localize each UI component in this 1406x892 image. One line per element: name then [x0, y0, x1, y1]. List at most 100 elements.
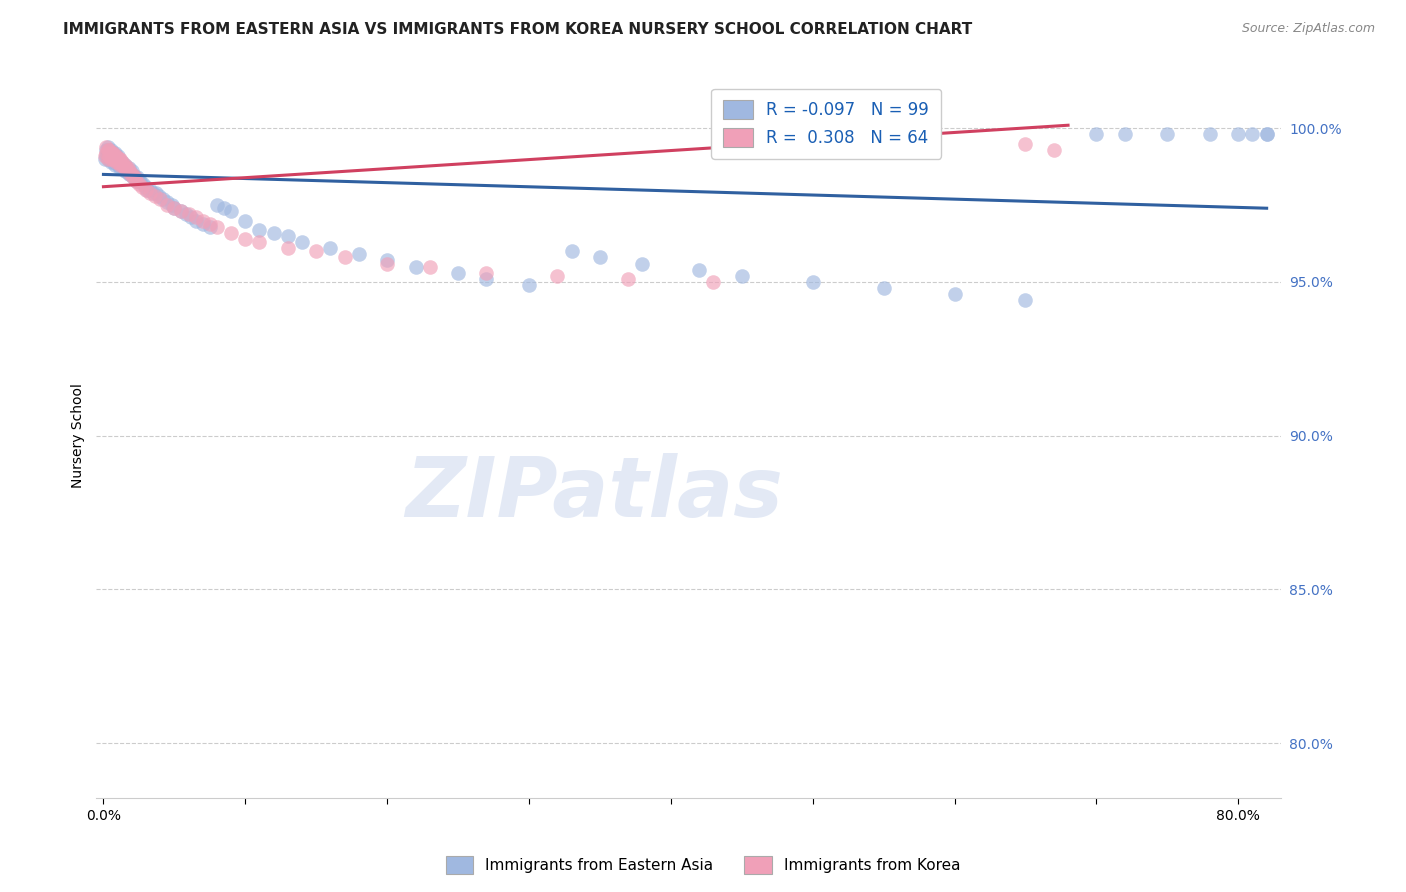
Point [333, 251, 356, 265]
Point [111, 158, 134, 172]
Point [103, 145, 125, 160]
Point [112, 158, 135, 172]
Point [122, 170, 145, 185]
Point [517, 278, 540, 293]
Point [97, 143, 120, 157]
Point [114, 164, 136, 178]
Point [118, 164, 141, 178]
Point [801, 275, 824, 289]
Point [177, 207, 200, 221]
Point [589, 251, 612, 265]
Point [184, 213, 207, 227]
Point [145, 186, 167, 200]
Point [114, 158, 136, 172]
Point [191, 213, 214, 227]
Point [115, 161, 138, 176]
Point [117, 161, 139, 176]
Point [101, 152, 124, 166]
Point [1241, 128, 1264, 142]
Text: IMMIGRANTS FROM EASTERN ASIA VS IMMIGRANTS FROM KOREA NURSERY SCHOOL CORRELATION: IMMIGRANTS FROM EASTERN ASIA VS IMMIGRAN… [63, 22, 973, 37]
Point [98, 152, 121, 166]
Point [631, 256, 654, 270]
Point [107, 158, 129, 172]
Point [375, 253, 398, 268]
Point [139, 186, 162, 200]
Point [115, 164, 138, 178]
Point [111, 155, 134, 169]
Point [347, 247, 370, 261]
Point [128, 173, 150, 187]
Point [121, 168, 143, 182]
Point [1156, 128, 1178, 142]
Point [115, 161, 138, 176]
Point [1043, 143, 1066, 157]
Point [103, 145, 125, 160]
Point [117, 164, 139, 178]
Point [142, 186, 165, 200]
Point [100, 152, 122, 166]
Point [94, 152, 117, 166]
Point [97, 152, 120, 166]
Point [152, 192, 174, 206]
Point [233, 232, 256, 246]
Point [1256, 128, 1278, 142]
Point [1085, 128, 1108, 142]
Point [127, 170, 149, 185]
Point [617, 272, 640, 286]
Point [1227, 128, 1250, 142]
Point [561, 244, 583, 259]
Point [107, 149, 129, 163]
Point [114, 161, 136, 176]
Point [98, 145, 121, 160]
Point [108, 152, 131, 166]
Point [143, 189, 166, 203]
Point [114, 158, 136, 172]
Point [96, 145, 118, 160]
Legend: Immigrants from Eastern Asia, Immigrants from Korea: Immigrants from Eastern Asia, Immigrants… [440, 850, 966, 880]
Point [405, 260, 427, 274]
Point [108, 155, 131, 169]
Point [131, 179, 153, 194]
Y-axis label: Nursery School: Nursery School [72, 384, 86, 488]
Point [233, 213, 256, 227]
Point [98, 149, 121, 163]
Point [249, 223, 271, 237]
Point [120, 168, 142, 182]
Point [375, 256, 398, 270]
Point [104, 152, 127, 166]
Point [96, 143, 118, 157]
Point [180, 211, 202, 225]
Text: ZIPatlas: ZIPatlas [405, 453, 783, 534]
Point [111, 155, 134, 169]
Point [97, 145, 120, 160]
Point [305, 244, 328, 259]
Point [124, 170, 146, 185]
Point [156, 195, 179, 210]
Point [121, 168, 143, 182]
Legend: R = -0.097   N = 99, R =  0.308   N = 64: R = -0.097 N = 99, R = 0.308 N = 64 [711, 88, 941, 159]
Point [104, 158, 127, 172]
Point [156, 198, 179, 212]
Point [125, 173, 148, 187]
Point [103, 149, 125, 163]
Point [94, 149, 117, 163]
Point [110, 152, 132, 166]
Point [122, 170, 145, 185]
Point [475, 266, 498, 280]
Point [104, 149, 127, 163]
Point [184, 211, 207, 225]
Point [101, 145, 124, 160]
Point [98, 143, 121, 157]
Point [319, 241, 342, 255]
Point [110, 155, 132, 169]
Point [688, 262, 710, 277]
Point [97, 152, 120, 166]
Point [1014, 136, 1036, 151]
Point [118, 168, 141, 182]
Point [1114, 128, 1136, 142]
Point [277, 228, 299, 243]
Point [546, 268, 568, 283]
Point [198, 217, 221, 231]
Point [163, 201, 186, 215]
Point [263, 226, 285, 240]
